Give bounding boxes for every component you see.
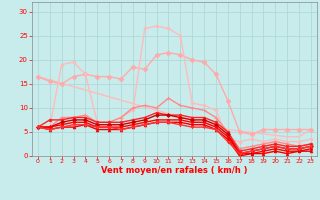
X-axis label: Vent moyen/en rafales ( km/h ): Vent moyen/en rafales ( km/h ): [101, 166, 248, 175]
